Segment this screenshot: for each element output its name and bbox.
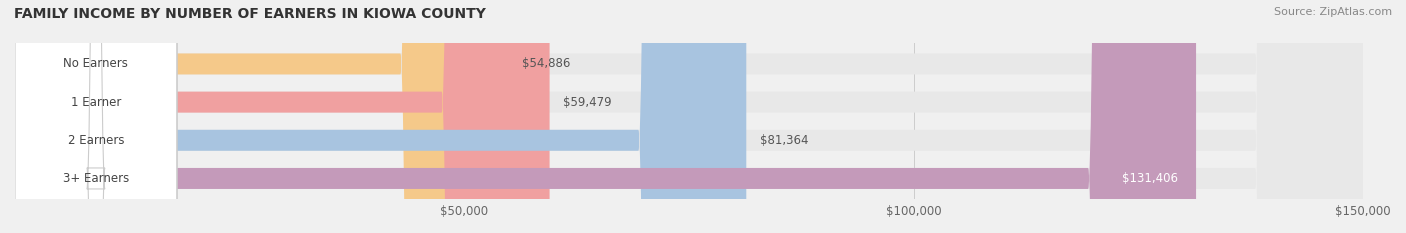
Text: 3+ Earners: 3+ Earners xyxy=(63,172,129,185)
FancyBboxPatch shape xyxy=(15,0,177,233)
Text: 2 Earners: 2 Earners xyxy=(67,134,124,147)
FancyBboxPatch shape xyxy=(15,0,1364,233)
FancyBboxPatch shape xyxy=(15,0,747,233)
Text: Source: ZipAtlas.com: Source: ZipAtlas.com xyxy=(1274,7,1392,17)
FancyBboxPatch shape xyxy=(15,0,1364,233)
FancyBboxPatch shape xyxy=(15,0,177,233)
Text: FAMILY INCOME BY NUMBER OF EARNERS IN KIOWA COUNTY: FAMILY INCOME BY NUMBER OF EARNERS IN KI… xyxy=(14,7,486,21)
FancyBboxPatch shape xyxy=(15,0,177,233)
Text: 1 Earner: 1 Earner xyxy=(70,96,121,109)
FancyBboxPatch shape xyxy=(15,0,509,233)
Text: $131,406: $131,406 xyxy=(1122,172,1178,185)
Text: $59,479: $59,479 xyxy=(562,96,612,109)
Text: $54,886: $54,886 xyxy=(522,58,571,70)
FancyBboxPatch shape xyxy=(15,0,550,233)
FancyBboxPatch shape xyxy=(15,0,177,233)
FancyBboxPatch shape xyxy=(15,0,1197,233)
Text: $81,364: $81,364 xyxy=(759,134,808,147)
FancyBboxPatch shape xyxy=(15,0,1364,233)
FancyBboxPatch shape xyxy=(15,0,1364,233)
Text: No Earners: No Earners xyxy=(63,58,128,70)
